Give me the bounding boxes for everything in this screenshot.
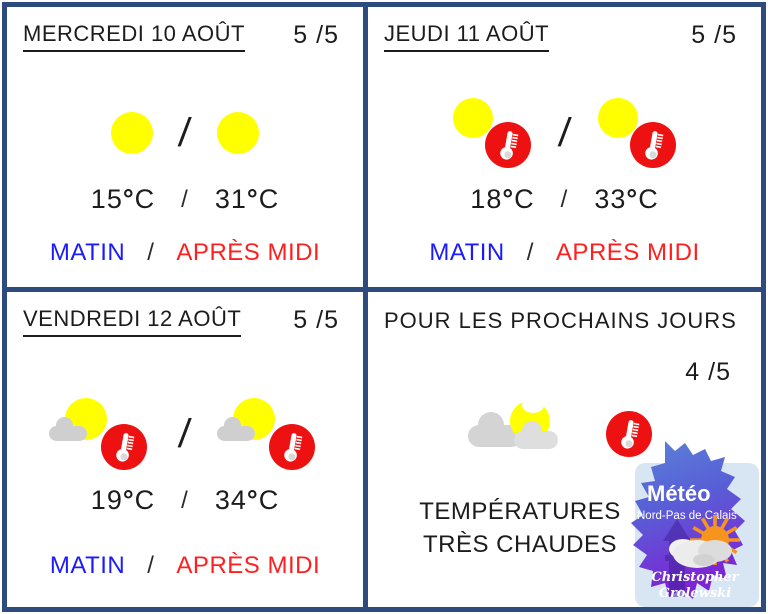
- cloud-sun-thermometer-icon: [49, 396, 153, 472]
- legend-afternoon: APRÈS MIDI: [176, 239, 321, 266]
- separator-slash: /: [177, 411, 193, 456]
- panel-vendredi: VENDREDI 12 AOÛT 5 /5: [7, 292, 368, 607]
- thermometer-icon: [484, 122, 531, 168]
- separator-slash: /: [147, 239, 155, 266]
- separator-slash: /: [556, 110, 573, 155]
- legend-morning: MATIN: [49, 552, 126, 579]
- icons-row: /: [7, 397, 363, 471]
- logo-cloud-icon: [669, 539, 732, 568]
- separator-slash: /: [181, 185, 189, 213]
- thermometer-icon: [268, 424, 315, 470]
- logo-signature-line1: Christopher: [651, 570, 739, 585]
- cloud-icon: [468, 412, 522, 447]
- sun-thermometer-icon: [451, 96, 533, 170]
- cloud-icon: [514, 421, 558, 449]
- sun-icon: [598, 98, 639, 138]
- temperatures-row: 18°C / 33°C: [368, 184, 761, 215]
- thermometer-icon: [101, 424, 148, 470]
- temperatures-row: 15°C / 31°C: [7, 184, 363, 215]
- cloud-notch: [522, 397, 544, 413]
- morning-temperature: 19°C: [90, 485, 156, 515]
- sun-icon: [111, 112, 154, 154]
- cloud-sun-thermometer-icon: [216, 396, 321, 472]
- confidence-score: 5 /5: [293, 306, 339, 334]
- legend-morning: MATIN: [429, 239, 505, 266]
- confidence-score: 5 /5: [691, 21, 737, 49]
- confidence-score: 4 /5: [685, 358, 731, 386]
- legend-afternoon: APRÈS MIDI: [176, 552, 321, 579]
- morning-temperature: 18°C: [470, 184, 535, 214]
- temperatures-row: 19°C / 34°C: [7, 485, 363, 516]
- separator-slash: /: [177, 110, 193, 155]
- outlook-message-line1: TEMPÉRATURES: [419, 498, 621, 525]
- logo-subtitle: Nord-Pas de Calais: [637, 510, 737, 522]
- sun-icon: [452, 98, 493, 138]
- afternoon-temperature: 33°C: [594, 184, 659, 214]
- icons-row: /: [7, 96, 363, 170]
- panel-title: MERCREDI 10 AOÛT: [23, 21, 245, 52]
- thermometer-icon: [606, 411, 652, 457]
- cloud-icon: [216, 417, 255, 441]
- panel-prochains-jours: POUR LES PROCHAINS JOURS 4 /5: [368, 292, 761, 607]
- legend-afternoon: APRÈS MIDI: [555, 239, 700, 266]
- panel-title: VENDREDI 12 AOÛT: [23, 306, 242, 337]
- morning-temperature: 15°C: [90, 184, 156, 214]
- legend-morning: MATIN: [49, 239, 126, 266]
- separator-slash: /: [181, 486, 189, 514]
- separator-slash: /: [526, 239, 534, 266]
- thermometer-icon: [630, 122, 677, 168]
- panel-header: JEUDI 11 AOÛT 5 /5: [368, 7, 761, 52]
- panel-title: POUR LES PROCHAINS JOURS: [384, 308, 737, 333]
- panel-title: JEUDI 11 AOÛT: [384, 21, 550, 52]
- cloud-icon: [49, 417, 88, 441]
- logo-title: Météo: [647, 481, 711, 506]
- logo-signature-line2: Grolewski: [659, 586, 731, 601]
- legend-row: MATIN / APRÈS MIDI: [7, 552, 363, 580]
- panel-header: MERCREDI 10 AOÛT 5 /5: [7, 7, 363, 52]
- legend-row: MATIN / APRÈS MIDI: [368, 239, 761, 267]
- sun-thermometer-icon: [596, 96, 678, 170]
- panel-mercredi: MERCREDI 10 AOÛT 5 /5 / 15°C / 31°C MATI…: [7, 7, 368, 292]
- icons-row: /: [368, 96, 761, 170]
- separator-slash: /: [147, 552, 155, 579]
- sun-icon: [216, 112, 259, 154]
- meteo-nord-pas-de-calais-logo: Météo Nord-Pas de Calais: [607, 437, 759, 607]
- afternoon-temperature: 31°C: [214, 184, 280, 214]
- outlook-message: TEMPÉRATURES TRÈS CHAUDES: [398, 495, 642, 561]
- confidence-score: 5 /5: [293, 21, 339, 49]
- panel-jeudi: JEUDI 11 AOÛT 5 /5: [368, 7, 761, 292]
- icons-row: [468, 397, 761, 467]
- separator-slash: /: [560, 185, 569, 213]
- clouds-sun-icon: [468, 397, 586, 467]
- legend-row: MATIN / APRÈS MIDI: [7, 239, 363, 267]
- afternoon-temperature: 34°C: [214, 485, 280, 515]
- panel-header: VENDREDI 12 AOÛT 5 /5: [7, 292, 363, 337]
- outlook-message-line2: TRÈS CHAUDES: [422, 531, 618, 559]
